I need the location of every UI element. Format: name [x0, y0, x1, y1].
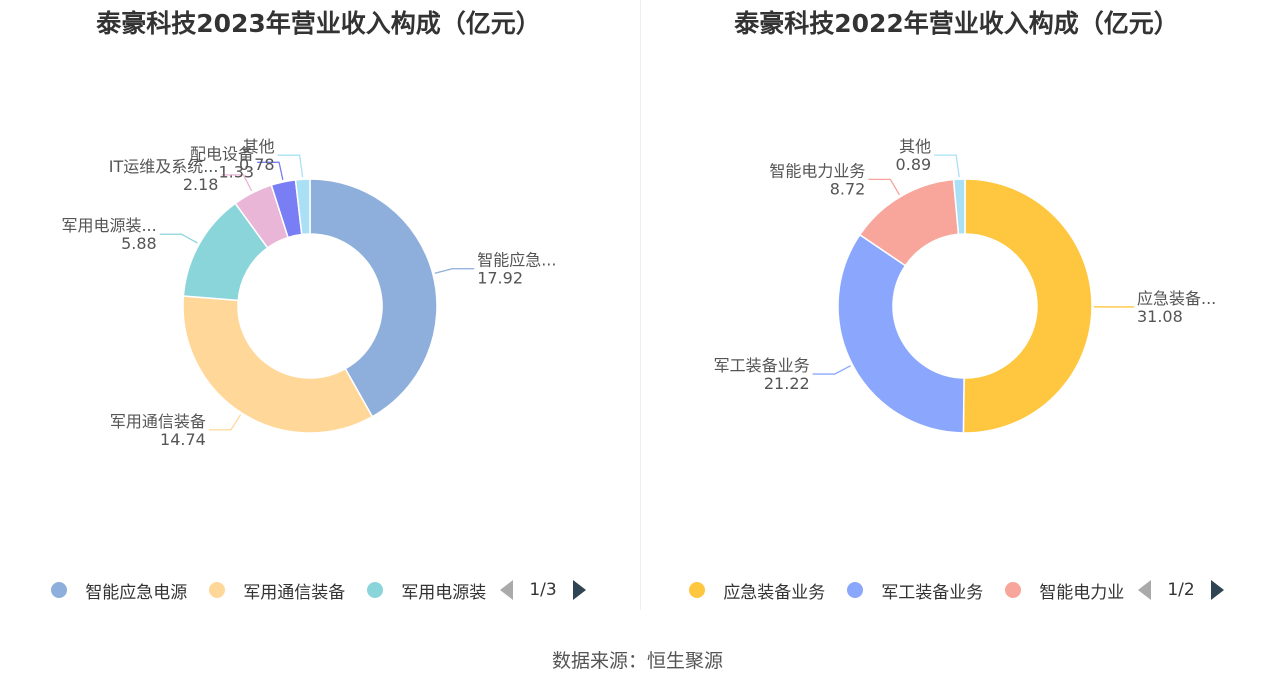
legend-dot	[689, 582, 706, 598]
legend-item[interactable]: 军工装备业务	[847, 578, 983, 603]
slice-label: 其他	[243, 137, 275, 156]
slice-value-label: 0.89	[896, 155, 932, 174]
label-leader-line	[208, 414, 242, 431]
label-leader-line	[257, 161, 284, 181]
slice-label: 智能电力业务	[769, 161, 865, 180]
legend-item[interactable]: 军用通信装备	[209, 578, 345, 603]
slice-value-label: 14.74	[160, 430, 206, 449]
legend-pager: 1/3	[500, 580, 586, 600]
chart-title: 泰豪科技2023年营业收入构成（亿元）	[96, 9, 541, 38]
slice-label: 其他	[899, 137, 931, 156]
slice-label: IT运维及系统...	[109, 157, 219, 176]
slice-value-label: 0.78	[239, 155, 275, 174]
slice-label: 配电设备	[190, 144, 254, 163]
slice-label: 军用电源装...	[61, 216, 156, 235]
legend-dot	[51, 582, 68, 598]
donut-slice[interactable]	[962, 178, 1093, 434]
slice-label: 军用通信装备	[110, 412, 206, 431]
donut-slice[interactable]	[182, 295, 374, 434]
slice-value-label: 17.92	[477, 269, 523, 288]
label-leader-line	[812, 365, 851, 375]
legend-label: 军用通信装备	[243, 582, 346, 603]
slice-value-label: 5.88	[121, 234, 157, 253]
donut-slice[interactable]	[952, 178, 966, 236]
donut-slice[interactable]	[309, 178, 438, 418]
legend-label: 军工装备业务	[881, 582, 984, 603]
legend-dot	[847, 582, 864, 598]
legend-item[interactable]: 应急装备业务	[689, 578, 825, 603]
legend-dot	[367, 582, 384, 598]
legend-page-indicator: 1/2	[1167, 580, 1195, 600]
legend: 应急装备业务 军工装备业务 智能电力业 1/2	[638, 576, 1275, 604]
slice-value-label: 2.18	[183, 175, 219, 194]
legend-next-arrow-icon[interactable]	[1210, 580, 1224, 600]
legend-label: 应急装备业务	[723, 582, 826, 603]
chart-title: 泰豪科技2022年营业收入构成（亿元）	[734, 9, 1179, 38]
slice-label: 应急装备...	[1137, 289, 1216, 308]
label-leader-line	[934, 154, 960, 178]
legend-page-indicator: 1/3	[529, 580, 557, 600]
slice-label: 智能应急...	[477, 251, 556, 270]
slice-label: 军工装备业务	[714, 356, 810, 375]
legend: 智能应急电源 军用通信装备 军用电源装 1/3	[0, 576, 637, 604]
label-leader-line	[159, 233, 198, 244]
legend-item[interactable]: 军用电源装	[367, 578, 486, 603]
label-leader-line	[221, 174, 253, 192]
legend-label: 智能应急电源	[85, 582, 188, 603]
label-leader-line	[434, 268, 475, 274]
panel-divider	[640, 0, 641, 610]
label-leader-line	[868, 178, 901, 196]
legend-prev-arrow-icon[interactable]	[1138, 580, 1152, 600]
slice-value-label: 31.08	[1137, 307, 1183, 326]
legend-prev-arrow-icon[interactable]	[500, 580, 514, 600]
legend-item[interactable]: 智能电力业	[1005, 578, 1124, 603]
data-source-note: 数据来源：恒生聚源	[551, 650, 723, 672]
legend-next-arrow-icon[interactable]	[572, 580, 586, 600]
legend-label: 军用电源装	[401, 582, 487, 603]
legend-label: 智能电力业	[1039, 582, 1125, 603]
donut-slice[interactable]	[837, 233, 965, 434]
slice-value-label: 8.72	[830, 179, 866, 198]
legend-pager: 1/2	[1138, 580, 1224, 600]
chart-panel-2022: 泰豪科技2022年营业收入构成（亿元） 应急装备... 31.08 军工装备业务 21…	[638, 0, 1275, 620]
legend-dot	[209, 582, 226, 598]
slice-value-label: 1.33	[218, 162, 254, 181]
label-leader-line	[277, 154, 304, 178]
slice-value-label: 21.22	[764, 374, 810, 393]
chart-panel-2023: 泰豪科技2023年营业收入构成（亿元） 智能应急... 17.92 军用通信装备 14…	[0, 0, 637, 620]
donut-slice[interactable]	[294, 178, 311, 236]
legend-item[interactable]: 智能应急电源	[51, 578, 187, 603]
legend-dot	[1005, 582, 1022, 598]
